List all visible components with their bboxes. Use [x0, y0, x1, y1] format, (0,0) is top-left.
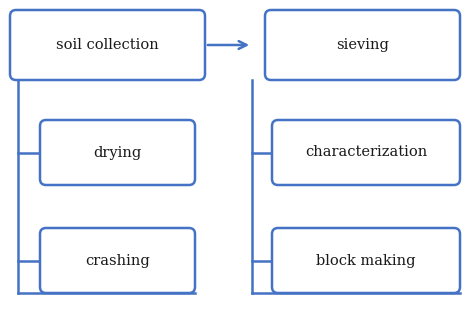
- Text: block making: block making: [316, 254, 416, 268]
- FancyBboxPatch shape: [10, 10, 205, 80]
- FancyBboxPatch shape: [272, 120, 460, 185]
- FancyBboxPatch shape: [265, 10, 460, 80]
- Text: crashing: crashing: [85, 254, 150, 268]
- Text: characterization: characterization: [305, 146, 427, 159]
- FancyBboxPatch shape: [40, 120, 195, 185]
- Text: sieving: sieving: [336, 38, 389, 52]
- FancyBboxPatch shape: [272, 228, 460, 293]
- Text: soil collection: soil collection: [56, 38, 159, 52]
- Text: drying: drying: [93, 146, 142, 159]
- FancyBboxPatch shape: [40, 228, 195, 293]
